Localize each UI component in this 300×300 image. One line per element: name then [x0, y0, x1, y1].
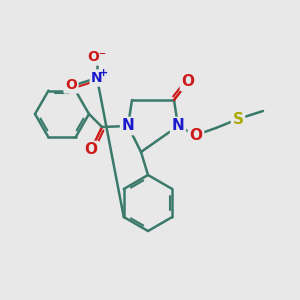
Text: O: O	[85, 142, 98, 158]
Text: N: N	[91, 71, 103, 85]
Text: S: S	[232, 112, 244, 127]
Text: N: N	[172, 118, 184, 134]
Text: N: N	[122, 118, 134, 134]
Text: O: O	[65, 78, 77, 92]
Text: O: O	[190, 128, 202, 142]
Text: +: +	[99, 68, 109, 78]
Text: O⁻: O⁻	[87, 50, 106, 64]
Text: O: O	[182, 74, 194, 89]
